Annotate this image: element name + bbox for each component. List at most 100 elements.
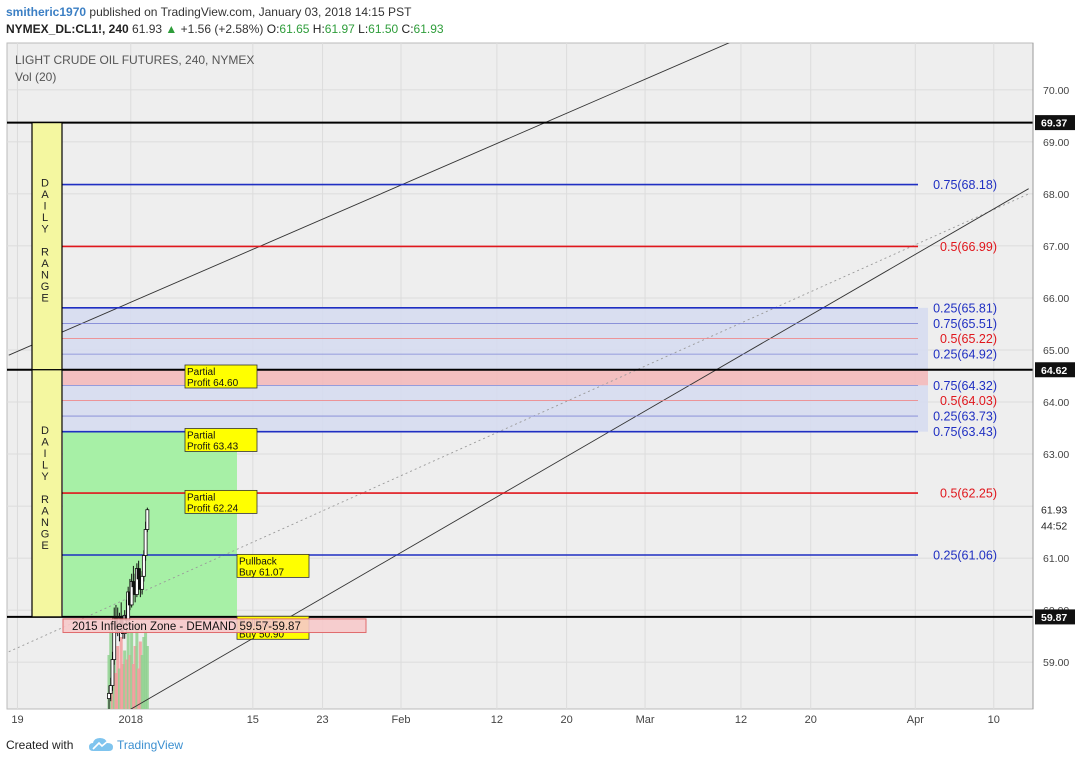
volume-indicator-label: Vol (20) <box>15 70 56 84</box>
x-tick-label: Feb <box>392 714 411 726</box>
x-tick-label: Apr <box>907 714 924 726</box>
volume-bar <box>123 650 127 709</box>
y-tick-label: 65.00 <box>1043 345 1069 357</box>
y-tick-label: 61.00 <box>1043 553 1069 565</box>
annotation-text: Profit 63.43 <box>187 441 239 452</box>
y-tick-label: 69.00 <box>1043 137 1069 149</box>
fib-level-label: 0.75(65.51) <box>933 317 997 331</box>
daily-range-letter: I <box>43 201 46 213</box>
symbol-name[interactable]: NYMEX_DL:CL1!, 240 <box>6 22 129 36</box>
y-tick-label: 67.00 <box>1043 241 1069 253</box>
author-link[interactable]: smitheric1970 <box>6 5 87 19</box>
x-tick-label: 19 <box>11 714 23 726</box>
daily-range-letter: N <box>41 270 49 282</box>
volume-bar <box>144 628 148 709</box>
open-label: O: <box>266 22 280 36</box>
last-price: 61.93 <box>132 22 163 36</box>
tradingview-brand-link[interactable]: TradingView <box>117 738 184 752</box>
open-value: 61.65 <box>279 22 310 36</box>
price-badge <box>1035 517 1075 533</box>
daily-range-letter: L <box>42 212 48 224</box>
candle-body <box>145 509 150 530</box>
price-badge-label: 69.37 <box>1041 118 1067 130</box>
candle-body <box>140 575 145 590</box>
volume-bar <box>128 655 132 709</box>
y-tick-label: 70.00 <box>1043 85 1069 97</box>
candle-body <box>107 692 111 699</box>
volume-bar <box>121 664 125 709</box>
price-badge <box>1035 362 1075 378</box>
daily-range-letter: N <box>41 517 49 529</box>
volume-bar <box>117 668 121 709</box>
price-badge-label: 44:52 <box>1041 520 1067 532</box>
price-badge-label: 61.93 <box>1041 505 1067 517</box>
annotation-box <box>184 364 258 389</box>
volume-bar <box>140 655 144 709</box>
volume-bar <box>135 623 139 709</box>
low-value: 61.50 <box>368 22 399 36</box>
fib-level-label: 0.25(64.92) <box>933 348 997 362</box>
x-tick-label: 12 <box>491 714 503 726</box>
close-value: 61.93 <box>413 22 444 36</box>
daily-range-letter: G <box>41 528 50 540</box>
change-up-icon: ▲ <box>165 22 178 36</box>
annotation-text: Pullback <box>239 556 278 567</box>
volume-bar <box>114 673 118 709</box>
daily-range-letter: D <box>41 425 49 437</box>
x-tick-label: 2018 <box>119 714 143 726</box>
daily-range-letter: I <box>43 448 46 460</box>
x-tick-label: 12 <box>735 714 747 726</box>
fib-level-label: 0.25(61.06) <box>933 548 997 562</box>
volume-bar <box>142 637 146 709</box>
price-badge <box>1035 502 1075 518</box>
annotation-box <box>184 428 258 452</box>
volume-bar <box>116 646 120 709</box>
volume-bar <box>126 628 130 709</box>
demand-zone-label: 2015 Inflection Zone - DEMAND 59.57-59.8… <box>72 621 301 633</box>
tradingview-cloud-icon <box>89 738 113 751</box>
daily-range-letter: A <box>41 258 49 270</box>
daily-range-letter: E <box>41 293 48 305</box>
x-tick-label: Mar <box>636 714 655 726</box>
volume-bar <box>145 646 149 709</box>
annotation-text: Buy 61.07 <box>239 567 284 578</box>
fib-level-label: 0.25(65.81) <box>933 301 997 315</box>
trend-line <box>8 43 730 356</box>
annotation-box <box>184 489 258 514</box>
published-info: published on TradingView.com, January 03… <box>89 5 412 19</box>
price-badge <box>1035 609 1075 625</box>
daily-range-letter: Y <box>41 224 49 236</box>
volume-bar <box>107 655 111 709</box>
fib-level-label: 0.5(64.03) <box>940 394 997 408</box>
price-badge <box>1035 115 1075 131</box>
x-tick-label: 23 <box>316 714 328 726</box>
y-tick-label: 59.00 <box>1043 657 1069 669</box>
volume-bar <box>138 641 142 709</box>
candle-body <box>141 555 146 577</box>
candle-body <box>136 568 141 580</box>
price-badge-label: 59.87 <box>1041 612 1067 624</box>
annotation-text: Partial <box>187 430 215 441</box>
fib-level-label: 0.75(63.43) <box>933 425 997 439</box>
candle-body <box>108 685 113 694</box>
y-tick-label: 66.00 <box>1043 293 1069 305</box>
fib-level-label: 0.5(65.22) <box>940 332 997 346</box>
fib-level-label: 0.25(63.73) <box>933 410 997 424</box>
candle-body <box>110 659 115 686</box>
y-tick-label: 64.00 <box>1043 397 1069 409</box>
volume-bar <box>133 646 137 709</box>
y-tick-label: 68.00 <box>1043 189 1069 201</box>
volume-bar <box>137 668 141 709</box>
fib-level-label: 0.75(68.18) <box>933 178 997 192</box>
trend-line-dotted <box>8 193 1029 653</box>
annotation-text: Partial <box>187 492 215 503</box>
daily-range-letter: A <box>41 505 49 517</box>
quote-line: NYMEX_DL:CL1!, 240 61.93 ▲ +1.56 (+2.58%… <box>6 22 444 36</box>
publication-line: smitheric1970 published on TradingView.c… <box>6 5 411 19</box>
volume-bar <box>131 664 135 709</box>
volume-bar <box>124 659 128 709</box>
daily-range-letter: G <box>41 281 50 293</box>
annotation-text: Profit 64.60 <box>187 378 239 389</box>
x-tick-label: 15 <box>247 714 259 726</box>
